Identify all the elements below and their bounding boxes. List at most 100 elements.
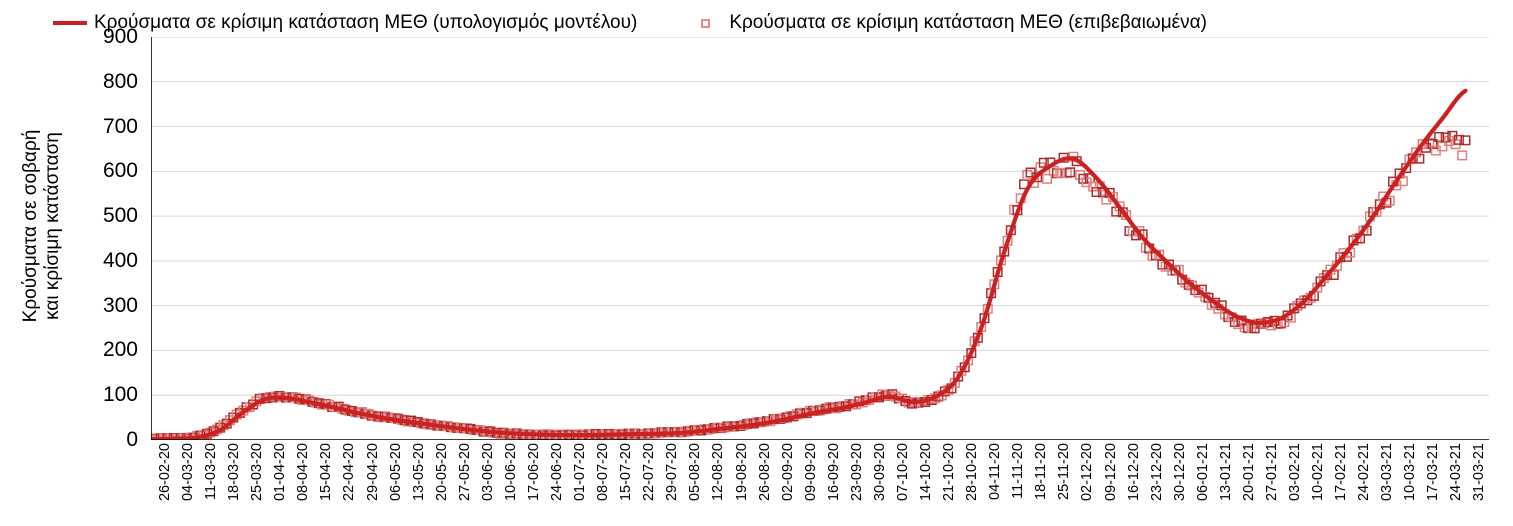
- x-tick-label-19-08-20: 19-08-20: [733, 443, 750, 502]
- data-marker: [1154, 249, 1165, 260]
- data-marker: [1022, 169, 1033, 180]
- x-tick-label-23-12-20: 23-12-20: [1148, 443, 1165, 502]
- x-tick-label-15-04-20: 15-04-20: [318, 443, 335, 502]
- x-tick-label-09-12-20: 09-12-20: [1102, 443, 1119, 502]
- x-tick-label-25-11-20: 25-11-20: [1056, 443, 1073, 500]
- x-tick-label-17-03-21: 17-03-21: [1425, 443, 1442, 502]
- y-tick-label-0: 0: [126, 428, 138, 451]
- data-marker: [1203, 292, 1214, 303]
- x-tick-label-22-07-20: 22-07-20: [641, 443, 658, 502]
- confirmed-data-markers: [151, 130, 1471, 440]
- y-tick-label-500: 500: [102, 204, 138, 228]
- x-tick-label-05-08-20: 05-08-20: [687, 443, 704, 502]
- y-axis-tick-labels: 0 100 200 300 400 500 600 700 800 900: [34, 0, 138, 526]
- x-tick-label-02-12-20: 02-12-20: [1079, 443, 1096, 502]
- y-tick-label-600: 600: [102, 159, 138, 183]
- plot-svg: [151, 37, 1489, 440]
- data-marker: [1163, 259, 1174, 270]
- x-tick-label-23-09-20: 23-09-20: [848, 443, 865, 502]
- x-tick-label-27-01-21: 27-01-21: [1263, 443, 1280, 502]
- x-tick-label-10-02-21: 10-02-21: [1310, 443, 1327, 502]
- x-tick-label-10-03-21: 10-03-21: [1402, 443, 1419, 502]
- y-tick-label-200: 200: [102, 338, 138, 362]
- data-marker: [1457, 150, 1468, 161]
- chart-legend: Κρούσματα σε κρίσιμη κατάσταση ΜΕΘ (υπολ…: [53, 12, 1207, 34]
- x-tick-label-09-09-20: 09-09-20: [802, 443, 819, 502]
- x-tick-label-29-04-20: 29-04-20: [364, 443, 381, 502]
- x-tick-label-11-11-20: 11-11-20: [1010, 443, 1027, 499]
- x-tick-label-12-08-20: 12-08-20: [710, 443, 727, 502]
- data-marker: [1427, 139, 1438, 150]
- data-marker: [1295, 298, 1306, 309]
- x-tick-label-24-06-20: 24-06-20: [549, 443, 566, 502]
- x-tick-label-03-03-21: 03-03-21: [1379, 443, 1396, 502]
- x-tick-label-16-09-20: 16-09-20: [825, 443, 842, 502]
- x-tick-label-06-05-20: 06-05-20: [387, 443, 404, 502]
- x-tick-label-18-03-20: 18-03-20: [226, 443, 243, 502]
- data-marker: [1061, 168, 1072, 179]
- y-tick-label-100: 100: [102, 383, 138, 407]
- x-tick-label-18-11-20: 18-11-20: [1033, 443, 1050, 500]
- y-tick-label-800: 800: [102, 69, 138, 93]
- data-marker: [1038, 157, 1049, 168]
- x-tick-label-30-12-20: 30-12-20: [1171, 443, 1188, 502]
- x-tick-label-08-07-20: 08-07-20: [595, 443, 612, 502]
- x-axis-tick-labels: 26-02-20 04-03-20 11-03-20 18-03-20 25-03-20…: [151, 443, 1489, 526]
- x-tick-label-15-07-20: 15-07-20: [618, 443, 635, 502]
- data-marker: [1411, 147, 1422, 158]
- data-marker: [939, 386, 950, 397]
- x-tick-label-29-07-20: 29-07-20: [664, 443, 681, 502]
- x-tick-label-20-05-20: 20-05-20: [433, 443, 450, 502]
- x-tick-label-26-08-20: 26-08-20: [756, 443, 773, 502]
- legend-item-confirmed[interactable]: Κρούσματα σε κρίσιμη κατάσταση ΜΕΘ (επιβ…: [697, 12, 1207, 34]
- plot-area: [151, 37, 1489, 440]
- legend-label-confirmed: Κρούσματα σε κρίσιμη κατάσταση ΜΕΘ (επιβ…: [729, 12, 1207, 33]
- x-tick-label-01-07-20: 01-07-20: [572, 443, 589, 502]
- x-tick-label-13-01-21: 13-01-21: [1217, 443, 1234, 502]
- data-marker: [1042, 173, 1053, 184]
- y-tick-label-300: 300: [102, 293, 138, 317]
- data-marker: [1091, 187, 1102, 198]
- data-marker: [1453, 134, 1464, 145]
- data-marker: [1434, 131, 1445, 142]
- data-marker: [1460, 135, 1471, 146]
- x-tick-label-30-09-20: 30-09-20: [871, 443, 888, 502]
- x-tick-label-31-03-21: 31-03-21: [1471, 443, 1488, 502]
- data-marker: [1414, 153, 1425, 164]
- data-marker: [1444, 135, 1455, 146]
- legend-item-model[interactable]: Κρούσματα σε κρίσιμη κατάσταση ΜΕΘ (υπολ…: [53, 12, 637, 34]
- model-data-line: [151, 88, 1468, 440]
- open-square-swatch-icon: [701, 18, 711, 28]
- y-tick-label-900: 900: [102, 25, 138, 48]
- x-tick-label-02-09-20: 02-09-20: [779, 443, 796, 502]
- x-tick-label-28-10-20: 28-10-20: [964, 443, 981, 502]
- x-tick-label-20-01-21: 20-01-21: [1240, 443, 1257, 502]
- x-tick-label-25-03-20: 25-03-20: [249, 443, 266, 502]
- x-tick-label-26-02-20: 26-02-20: [157, 443, 173, 502]
- x-tick-label-03-06-20: 03-06-20: [479, 443, 496, 502]
- data-marker: [1312, 282, 1323, 293]
- x-tick-label-06-01-21: 06-01-21: [1194, 443, 1211, 502]
- legend-label-model: Κρούσματα σε κρίσιμη κατάσταση ΜΕΘ (υπολ…: [94, 12, 638, 33]
- x-tick-label-16-12-20: 16-12-20: [1125, 443, 1142, 502]
- x-tick-label-03-02-21: 03-02-21: [1286, 443, 1303, 502]
- data-marker: [1065, 167, 1076, 178]
- x-tick-label-01-04-20: 01-04-20: [272, 443, 289, 502]
- x-tick-label-10-06-20: 10-06-20: [502, 443, 519, 502]
- x-tick-label-14-10-20: 14-10-20: [918, 443, 934, 502]
- x-tick-label-24-03-21: 24-03-21: [1448, 443, 1465, 502]
- data-marker: [1048, 165, 1059, 176]
- x-tick-label-17-06-20: 17-06-20: [525, 443, 542, 502]
- data-marker: [1088, 181, 1099, 192]
- x-tick-label-04-11-20: 04-11-20: [987, 443, 1004, 500]
- line-swatch-icon: [53, 21, 87, 25]
- data-marker: [1051, 168, 1062, 179]
- x-tick-label-22-04-20: 22-04-20: [341, 443, 358, 502]
- x-tick-label-04-03-20: 04-03-20: [180, 443, 197, 502]
- data-marker: [1101, 194, 1112, 205]
- y-tick-label-700: 700: [102, 114, 138, 138]
- data-marker: [1210, 297, 1221, 308]
- x-tick-label-08-04-20: 08-04-20: [295, 443, 312, 502]
- y-tick-label-400: 400: [102, 248, 138, 272]
